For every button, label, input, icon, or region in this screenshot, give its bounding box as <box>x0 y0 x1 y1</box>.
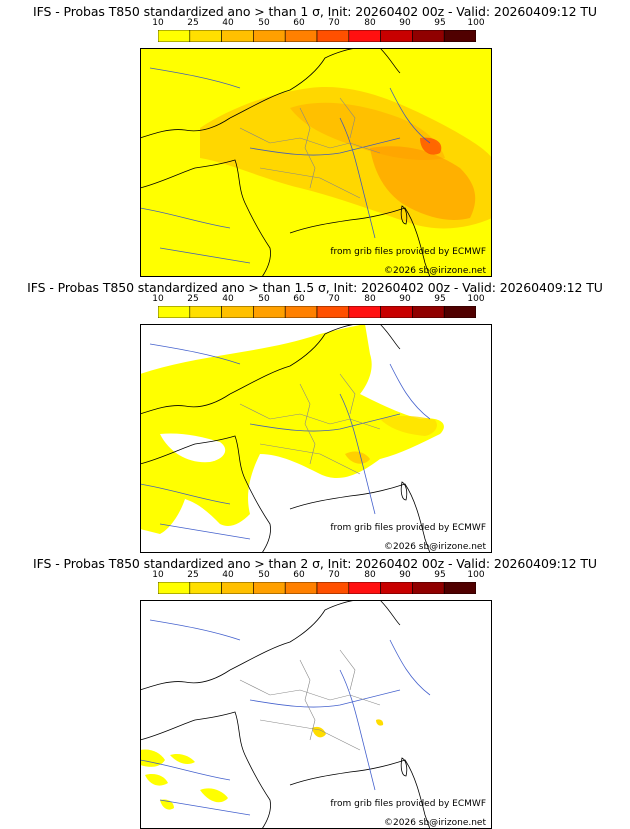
map-panel-2: IFS - Probas T850 standardized ano > tha… <box>0 276 630 553</box>
panel-title: IFS - Probas T850 standardized ano > tha… <box>33 4 597 19</box>
colorbar-cell <box>221 30 254 42</box>
colorbar-tick: 60 <box>293 18 305 28</box>
colorbar-labels: 10 25 40 50 60 70 80 90 95 100 <box>146 18 488 30</box>
colorbar <box>158 30 476 42</box>
colorbar-cell <box>253 582 286 594</box>
colorbar-tick: 95 <box>434 294 446 304</box>
source-credit: from grib files provided by ECMWF <box>330 523 486 533</box>
colorbar-tick: 70 <box>328 570 340 580</box>
colorbar-cell <box>158 30 191 42</box>
colorbar-tick: 70 <box>328 18 340 28</box>
colorbar-tick: 25 <box>187 570 199 580</box>
colorbar-cell <box>412 582 445 594</box>
colorbar-cell <box>443 306 476 318</box>
colorbar-tick: 100 <box>467 570 485 580</box>
colorbar-tick: 90 <box>399 18 411 28</box>
colorbar-cell <box>253 30 286 42</box>
colorbar-cell <box>221 306 254 318</box>
colorbar <box>158 306 476 318</box>
colorbar-cell <box>189 306 222 318</box>
colorbar-tick: 50 <box>258 294 270 304</box>
colorbar-cell <box>158 306 191 318</box>
colorbar-tick: 10 <box>152 294 164 304</box>
colorbar-tick: 10 <box>152 570 164 580</box>
colorbar-labels: 10 25 40 50 60 70 80 90 95 100 <box>146 294 488 306</box>
colorbar-cell <box>412 30 445 42</box>
colorbar-cell <box>316 30 350 42</box>
colorbar-tick: 60 <box>293 570 305 580</box>
colorbar-tick: 80 <box>364 18 376 28</box>
colorbar-cell <box>316 306 350 318</box>
colorbar-cell <box>380 306 413 318</box>
colorbar-tick: 80 <box>364 294 376 304</box>
colorbar-tick: 100 <box>467 18 485 28</box>
colorbar-cell <box>443 582 476 594</box>
copyright-credit: ©2026 sb@irizone.net <box>384 818 486 828</box>
probability-map: from grib files provided by ECMWF ©2026 … <box>140 600 492 829</box>
map-panel-1: IFS - Probas T850 standardized ano > tha… <box>0 0 630 277</box>
colorbar-tick: 50 <box>258 570 270 580</box>
colorbar-cell <box>412 306 445 318</box>
colorbar-tick: 60 <box>293 294 305 304</box>
colorbar-cell <box>284 30 318 42</box>
colorbar-tick: 50 <box>258 18 270 28</box>
colorbar-cell <box>189 30 222 42</box>
colorbar-cell <box>284 306 318 318</box>
colorbar-cell <box>189 582 222 594</box>
colorbar-cell <box>284 582 318 594</box>
colorbar-tick: 95 <box>434 570 446 580</box>
colorbar-cell <box>253 306 286 318</box>
map-panel-3: IFS - Probas T850 standardized ano > tha… <box>0 552 630 829</box>
colorbar-cell <box>158 582 191 594</box>
panel-title: IFS - Probas T850 standardized ano > tha… <box>33 556 597 571</box>
colorbar-cell <box>221 582 254 594</box>
source-credit: from grib files provided by ECMWF <box>330 799 486 809</box>
colorbar-cell <box>380 582 413 594</box>
colorbar-cell <box>348 306 381 318</box>
colorbar-labels: 10 25 40 50 60 70 80 90 95 100 <box>146 570 488 582</box>
colorbar-cell <box>443 30 476 42</box>
colorbar-cell <box>316 582 350 594</box>
panel-title: IFS - Probas T850 standardized ano > tha… <box>27 280 603 295</box>
colorbar-cell <box>380 30 413 42</box>
colorbar-tick: 25 <box>187 294 199 304</box>
colorbar-tick: 25 <box>187 18 199 28</box>
probability-map: from grib files provided by ECMWF ©2026 … <box>140 324 492 553</box>
colorbar-tick: 70 <box>328 294 340 304</box>
colorbar-cell <box>348 30 381 42</box>
colorbar-tick: 80 <box>364 570 376 580</box>
colorbar-tick: 40 <box>222 570 234 580</box>
colorbar-tick: 40 <box>222 18 234 28</box>
source-credit: from grib files provided by ECMWF <box>330 247 486 257</box>
colorbar-tick: 40 <box>222 294 234 304</box>
colorbar <box>158 582 476 594</box>
colorbar-cell <box>348 582 381 594</box>
colorbar-tick: 95 <box>434 18 446 28</box>
colorbar-tick: 90 <box>399 294 411 304</box>
copyright-credit: ©2026 sb@irizone.net <box>384 266 486 276</box>
colorbar-tick: 100 <box>467 294 485 304</box>
copyright-credit: ©2026 sb@irizone.net <box>384 542 486 552</box>
colorbar-tick: 10 <box>152 18 164 28</box>
colorbar-tick: 90 <box>399 570 411 580</box>
probability-map: from grib files provided by ECMWF ©2026 … <box>140 48 492 277</box>
